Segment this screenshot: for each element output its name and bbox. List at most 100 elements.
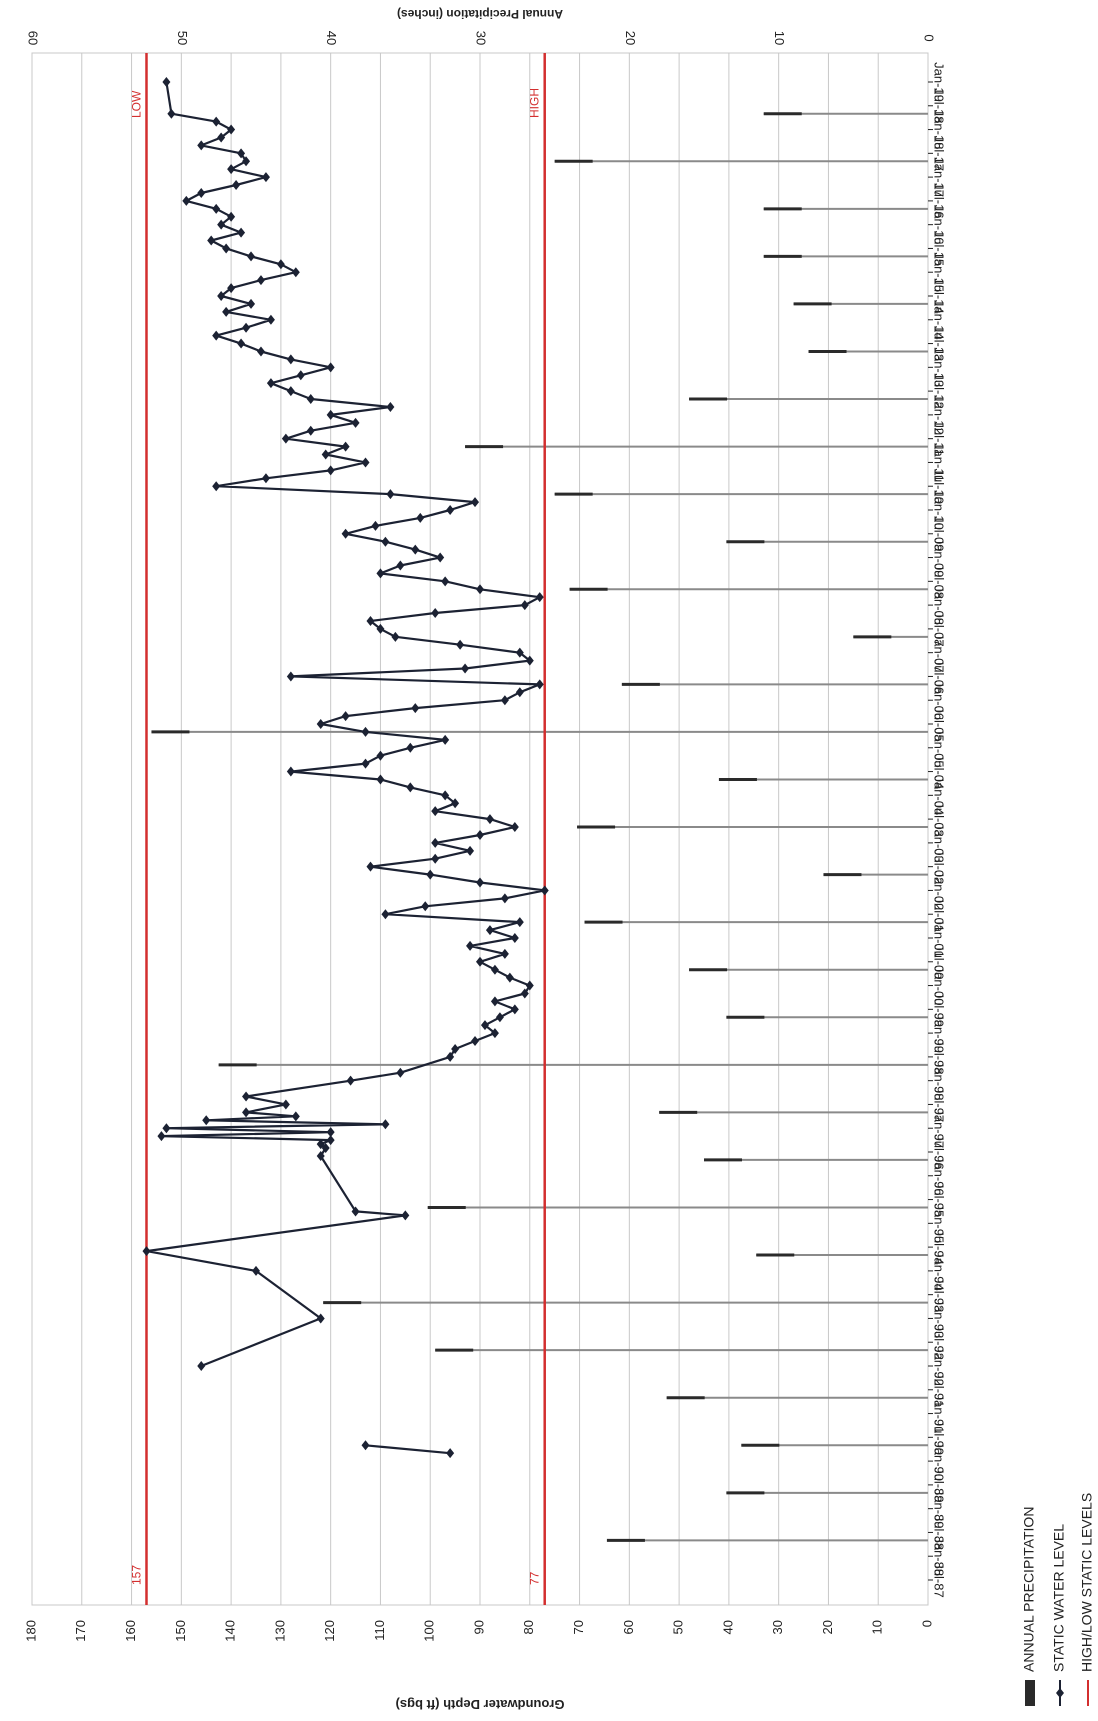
date-tick-label: Jul-94 [932, 1229, 947, 1264]
legend-label: STATIC WATER LEVEL [1051, 1524, 1067, 1672]
water-level-point [540, 885, 549, 896]
water-level-point [505, 972, 514, 983]
date-tick-label: Jan-92 [932, 1346, 947, 1386]
water-level-point [217, 132, 226, 143]
legend-label: HIGH/LOW STATIC LEVELS [1079, 1493, 1095, 1672]
water-level-point [247, 298, 256, 309]
depth-tick-label: 130 [272, 1620, 287, 1642]
water-level-point [212, 481, 221, 492]
water-level-point [162, 77, 171, 87]
depth-tick-label: 20 [820, 1620, 835, 1634]
water-level-point [361, 726, 370, 737]
water-level-point [376, 568, 385, 579]
depth-tick-label: 90 [471, 1620, 486, 1634]
date-tick-label: Jan-91 [932, 1394, 947, 1434]
date-tick-label: Jan-10 [932, 490, 947, 530]
water-level-point [376, 774, 385, 785]
water-level-point [242, 1107, 251, 1118]
date-tick-label: Jan-90 [932, 1441, 947, 1481]
water-level-point [237, 148, 246, 159]
water-level-point [515, 917, 524, 928]
water-level-point [525, 655, 534, 666]
water-level-point [495, 1012, 504, 1023]
water-level-line [145, 81, 546, 1368]
date-tick-label: Jan-93 [932, 1299, 947, 1339]
water-level-point [326, 409, 335, 420]
date-tick-label: Jan-89 [932, 1489, 947, 1529]
water-level-point [266, 378, 275, 389]
axes: Jul-87Jan-88Jul-88Jan-89Jul-89Jan-90Jul-… [23, 7, 946, 1712]
water-level-point [291, 1111, 300, 1122]
date-tick-label: Jul-88 [932, 1515, 947, 1550]
date-tick-label: Jan-13 [932, 347, 947, 387]
water-level-point [401, 1210, 410, 1221]
water-level-line [365, 1444, 451, 1455]
water-level-point [281, 1099, 290, 1110]
date-tick-label: Jul-91 [932, 1372, 947, 1407]
date-tick-label: Jul-12 [932, 373, 947, 408]
water-level-point [381, 1119, 390, 1130]
date-tick-label: Jan-11 [932, 443, 947, 482]
water-level-point [376, 623, 385, 634]
water-level-point [366, 615, 375, 626]
water-level-point [535, 679, 544, 690]
water-level-point [451, 1043, 460, 1054]
water-level-point [227, 283, 236, 294]
date-tick-label: Jul-93 [932, 1277, 947, 1312]
date-tick-label: Jul-13 [932, 326, 947, 361]
water-level-point [341, 711, 350, 722]
date-tick-label: Jan-88 [932, 1536, 947, 1576]
water-level-point [381, 536, 390, 547]
water-level-point [316, 1139, 325, 1150]
precip-tick-label: 10 [772, 31, 787, 45]
precipitation-bars [151, 112, 928, 1542]
water-level-point [197, 187, 206, 198]
water-level-point [500, 893, 509, 904]
water-level-point [476, 877, 484, 888]
date-tick-label: Jan-98 [932, 1061, 947, 1101]
date-tick-label: Jul-99 [932, 992, 947, 1027]
water-level-point [510, 933, 519, 943]
date-tick-label: Jan-96 [932, 1156, 947, 1196]
water-level-point [361, 758, 370, 769]
date-tick-label: Jul-89 [932, 1467, 947, 1502]
gridlines [31, 52, 929, 1606]
water-level-point [386, 489, 395, 500]
water-level-point [391, 631, 400, 642]
water-level-point [411, 544, 420, 555]
water-level-point [361, 1440, 370, 1451]
water-level-point [242, 1091, 251, 1102]
water-level-point [406, 742, 415, 753]
water-level-point [471, 497, 480, 508]
water-level-point [321, 449, 330, 460]
water-level-point [436, 552, 445, 563]
water-level-point [326, 465, 335, 476]
date-tick-label: Jan-18 [932, 110, 947, 150]
water-level-point [237, 338, 246, 349]
date-tick-label: Jul-14 [932, 278, 947, 313]
water-level-point [197, 140, 206, 151]
water-level-point [431, 806, 440, 817]
precip-tick-label: 60 [26, 31, 41, 45]
date-tick-label: Jul-92 [932, 1325, 947, 1360]
water-level-point [446, 1051, 455, 1062]
date-tick-label: Jan-94 [932, 1251, 947, 1291]
date-tick-label: Jul-00 [932, 944, 947, 979]
water-level-point [466, 940, 475, 951]
depth-tick-label: 60 [621, 1620, 636, 1634]
water-level-point [476, 584, 484, 595]
date-tick-label: Jul-04 [932, 754, 947, 789]
water-level-point [306, 425, 315, 436]
date-tick-label: Jan-97 [932, 1108, 947, 1148]
date-tick-label: Jan-09 [932, 538, 947, 578]
date-tick-label: Jan-14 [932, 300, 947, 340]
water-level-point [222, 306, 231, 317]
water-level-point [471, 1036, 480, 1047]
water-level-point [461, 663, 470, 674]
water-level-point [326, 362, 335, 373]
low-level-line-tag: LOW [129, 90, 143, 118]
date-tick-label: Jul-08 [932, 564, 947, 599]
water-level-point [490, 1028, 499, 1039]
depth-tick-label: 160 [123, 1620, 138, 1642]
date-tick-label: Jan-01 [932, 918, 947, 958]
